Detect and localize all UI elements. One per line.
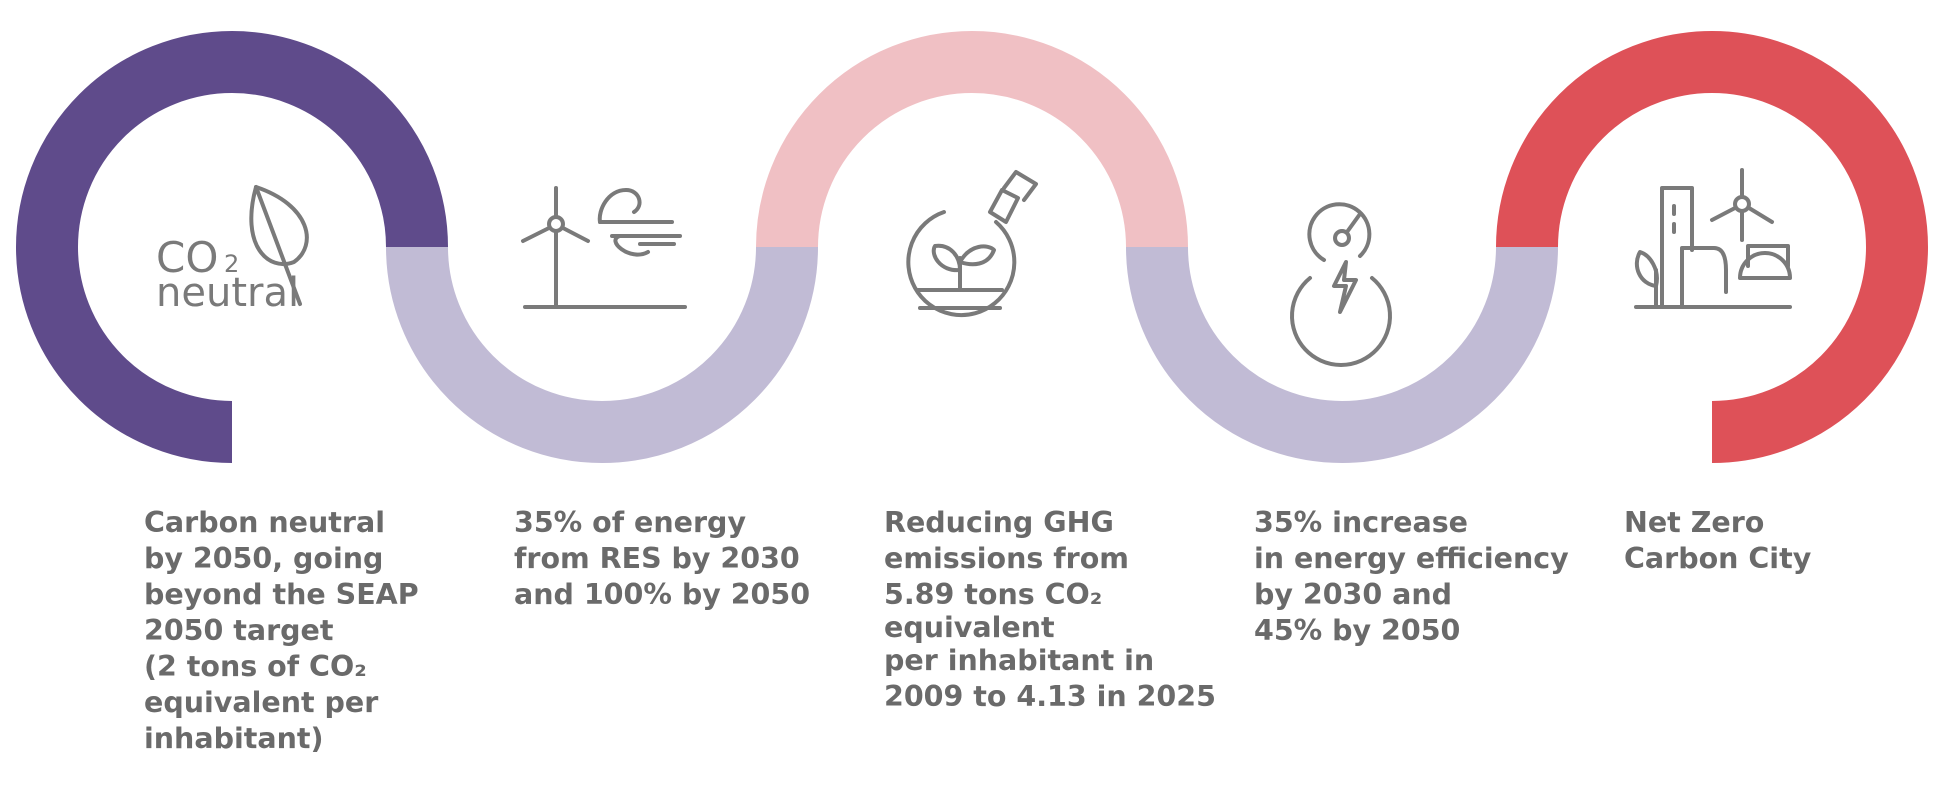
- caption-line: inhabitant): [144, 722, 324, 755]
- step-ghg-caption: Reducing GHG emissions from 5.89 tons CO…: [884, 505, 1216, 715]
- caption-line: 2050 target: [144, 614, 334, 647]
- arc-ghg: [756, 31, 1188, 248]
- step-net-zero-caption: Net Zero Carbon City: [1624, 505, 1950, 577]
- caption-line: Carbon City: [1624, 542, 1812, 575]
- plant-flask-icon: [906, 170, 1038, 318]
- step-carbon-neutral-caption: Carbon neutral by 2050, going beyond the…: [144, 505, 474, 757]
- caption-line: beyond the SEAP: [144, 578, 419, 611]
- caption-line: equivalent per: [144, 686, 379, 719]
- step-res-caption: 35% of energy from RES by 2030 and 100% …: [514, 505, 844, 613]
- caption-line: 45% by 2050: [1254, 614, 1461, 647]
- caption-line: by 2030 and: [1254, 578, 1453, 611]
- caption-line: emissions from: [884, 542, 1129, 575]
- caption-line: and 100% by 2050: [514, 578, 811, 611]
- wind-turbine-icon: [521, 186, 687, 309]
- caption-line: 35% increase: [1254, 506, 1469, 539]
- arc-efficiency: [1126, 246, 1558, 463]
- caption-line: in energy efficiency: [1254, 542, 1569, 575]
- caption-line: 2009 to 4.13 in 2025: [884, 680, 1216, 713]
- co2-icon-text: CO: [156, 233, 218, 282]
- caption-line: (2 tons of CO₂: [144, 650, 367, 683]
- caption-line: 5.89 tons CO₂: [884, 578, 1103, 611]
- caption-line: per inhabitant in: [884, 644, 1155, 677]
- energy-gauge-icon: [1290, 202, 1392, 367]
- co2-neutral-leaf-icon: CO 2 neutral: [156, 185, 309, 316]
- caption-line: Net Zero: [1624, 506, 1765, 539]
- co2-icon-neutral: neutral: [156, 270, 299, 316]
- arc-net-zero: [1496, 31, 1928, 463]
- caption-line: from RES by 2030: [514, 542, 800, 575]
- co2-icon-sub: 2: [224, 250, 239, 278]
- caption-line: Reducing GHG: [884, 506, 1114, 539]
- green-city-icon: [1634, 168, 1792, 309]
- caption-line: by 2050, going: [144, 542, 384, 575]
- caption-line: equivalent: [884, 611, 1055, 644]
- arc-res: [386, 246, 818, 463]
- arc-carbon-neutral: [16, 31, 448, 463]
- caption-line: Carbon neutral: [144, 506, 385, 539]
- step-efficiency-caption: 35% increase in energy efficiency by 203…: [1254, 505, 1584, 649]
- caption-line: 35% of energy: [514, 506, 747, 539]
